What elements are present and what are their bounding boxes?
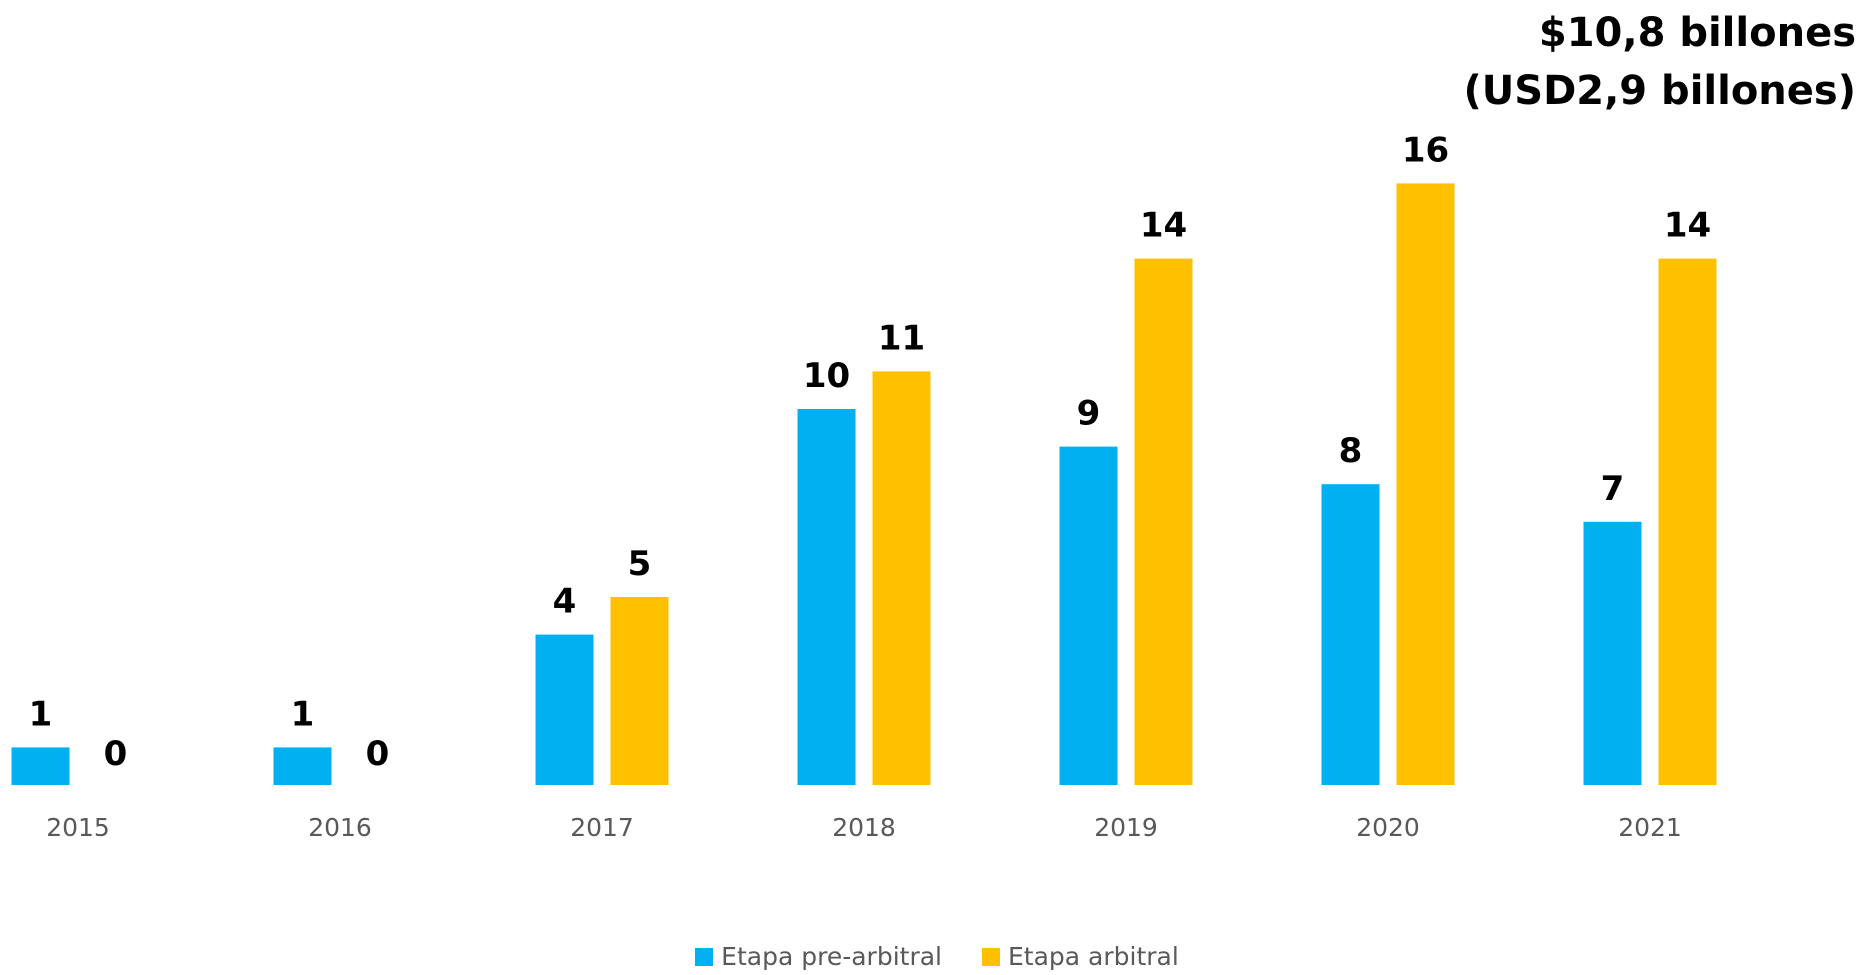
bar-pre-arbitral-2019	[1059, 446, 1118, 785]
bar-pre-arbitral-2017	[535, 634, 594, 785]
bar-pre-arbitral-2021	[1583, 521, 1642, 785]
bar-pre-arbitral-2018	[797, 409, 856, 785]
data-label-pre-arbitral-2018: 10	[803, 356, 850, 396]
x-tick-label-2021: 2021	[1618, 813, 1682, 842]
bar-pre-arbitral-2020	[1321, 484, 1380, 785]
legend-swatch-pre-arbitral	[695, 947, 714, 966]
data-label-pre-arbitral-2015: 1	[29, 694, 53, 734]
bar-pre-arbitral-2015	[11, 747, 70, 785]
data-label-arbitral-2016: 0	[366, 734, 390, 774]
bar-arbitral-2019	[1134, 258, 1193, 786]
data-label-arbitral-2017: 5	[628, 544, 652, 584]
legend-label-pre-arbitral: Etapa pre-arbitral	[721, 942, 942, 971]
bar-arbitral-2018	[872, 371, 931, 785]
data-label-arbitral-2019: 14	[1140, 206, 1187, 246]
bar-arbitral-2017	[610, 597, 669, 785]
data-label-arbitral-2020: 16	[1402, 130, 1449, 170]
data-label-pre-arbitral-2016: 1	[291, 694, 315, 734]
legend-swatch-arbitral	[982, 947, 1000, 966]
data-label-arbitral-2021: 14	[1664, 206, 1711, 246]
total-annotation: $10,8 billones (USD2,9 billones)	[1436, 4, 1857, 120]
bar-arbitral-2021	[1658, 258, 1717, 786]
data-label-pre-arbitral-2020: 8	[1339, 431, 1363, 471]
data-label-arbitral-2015: 0	[104, 734, 128, 774]
legend-label-arbitral: Etapa arbitral	[1008, 942, 1179, 971]
chart-legend: Etapa pre-arbitral Etapa arbitral	[0, 942, 1874, 971]
annotation-line-2: (USD2,9 billones)	[1463, 68, 1857, 114]
x-tick-label-2019: 2019	[1094, 813, 1158, 842]
legend-item-arbitral: Etapa arbitral	[982, 942, 1179, 971]
data-label-pre-arbitral-2021: 7	[1601, 469, 1625, 509]
x-tick-label-2017: 2017	[570, 813, 634, 842]
x-tick-label-2018: 2018	[832, 813, 896, 842]
x-tick-label-2015: 2015	[46, 813, 110, 842]
data-label-pre-arbitral-2017: 4	[553, 582, 577, 622]
data-label-pre-arbitral-2019: 9	[1077, 394, 1101, 434]
x-tick-label-2020: 2020	[1356, 813, 1420, 842]
x-tick-label-2016: 2016	[308, 813, 372, 842]
bar-arbitral-2020	[1396, 183, 1455, 785]
data-label-arbitral-2018: 11	[878, 318, 925, 358]
bar-pre-arbitral-2016	[273, 747, 332, 785]
annotation-line-1: $10,8 billones	[1538, 10, 1856, 56]
legend-item-pre-arbitral: Etapa pre-arbitral	[695, 942, 942, 971]
